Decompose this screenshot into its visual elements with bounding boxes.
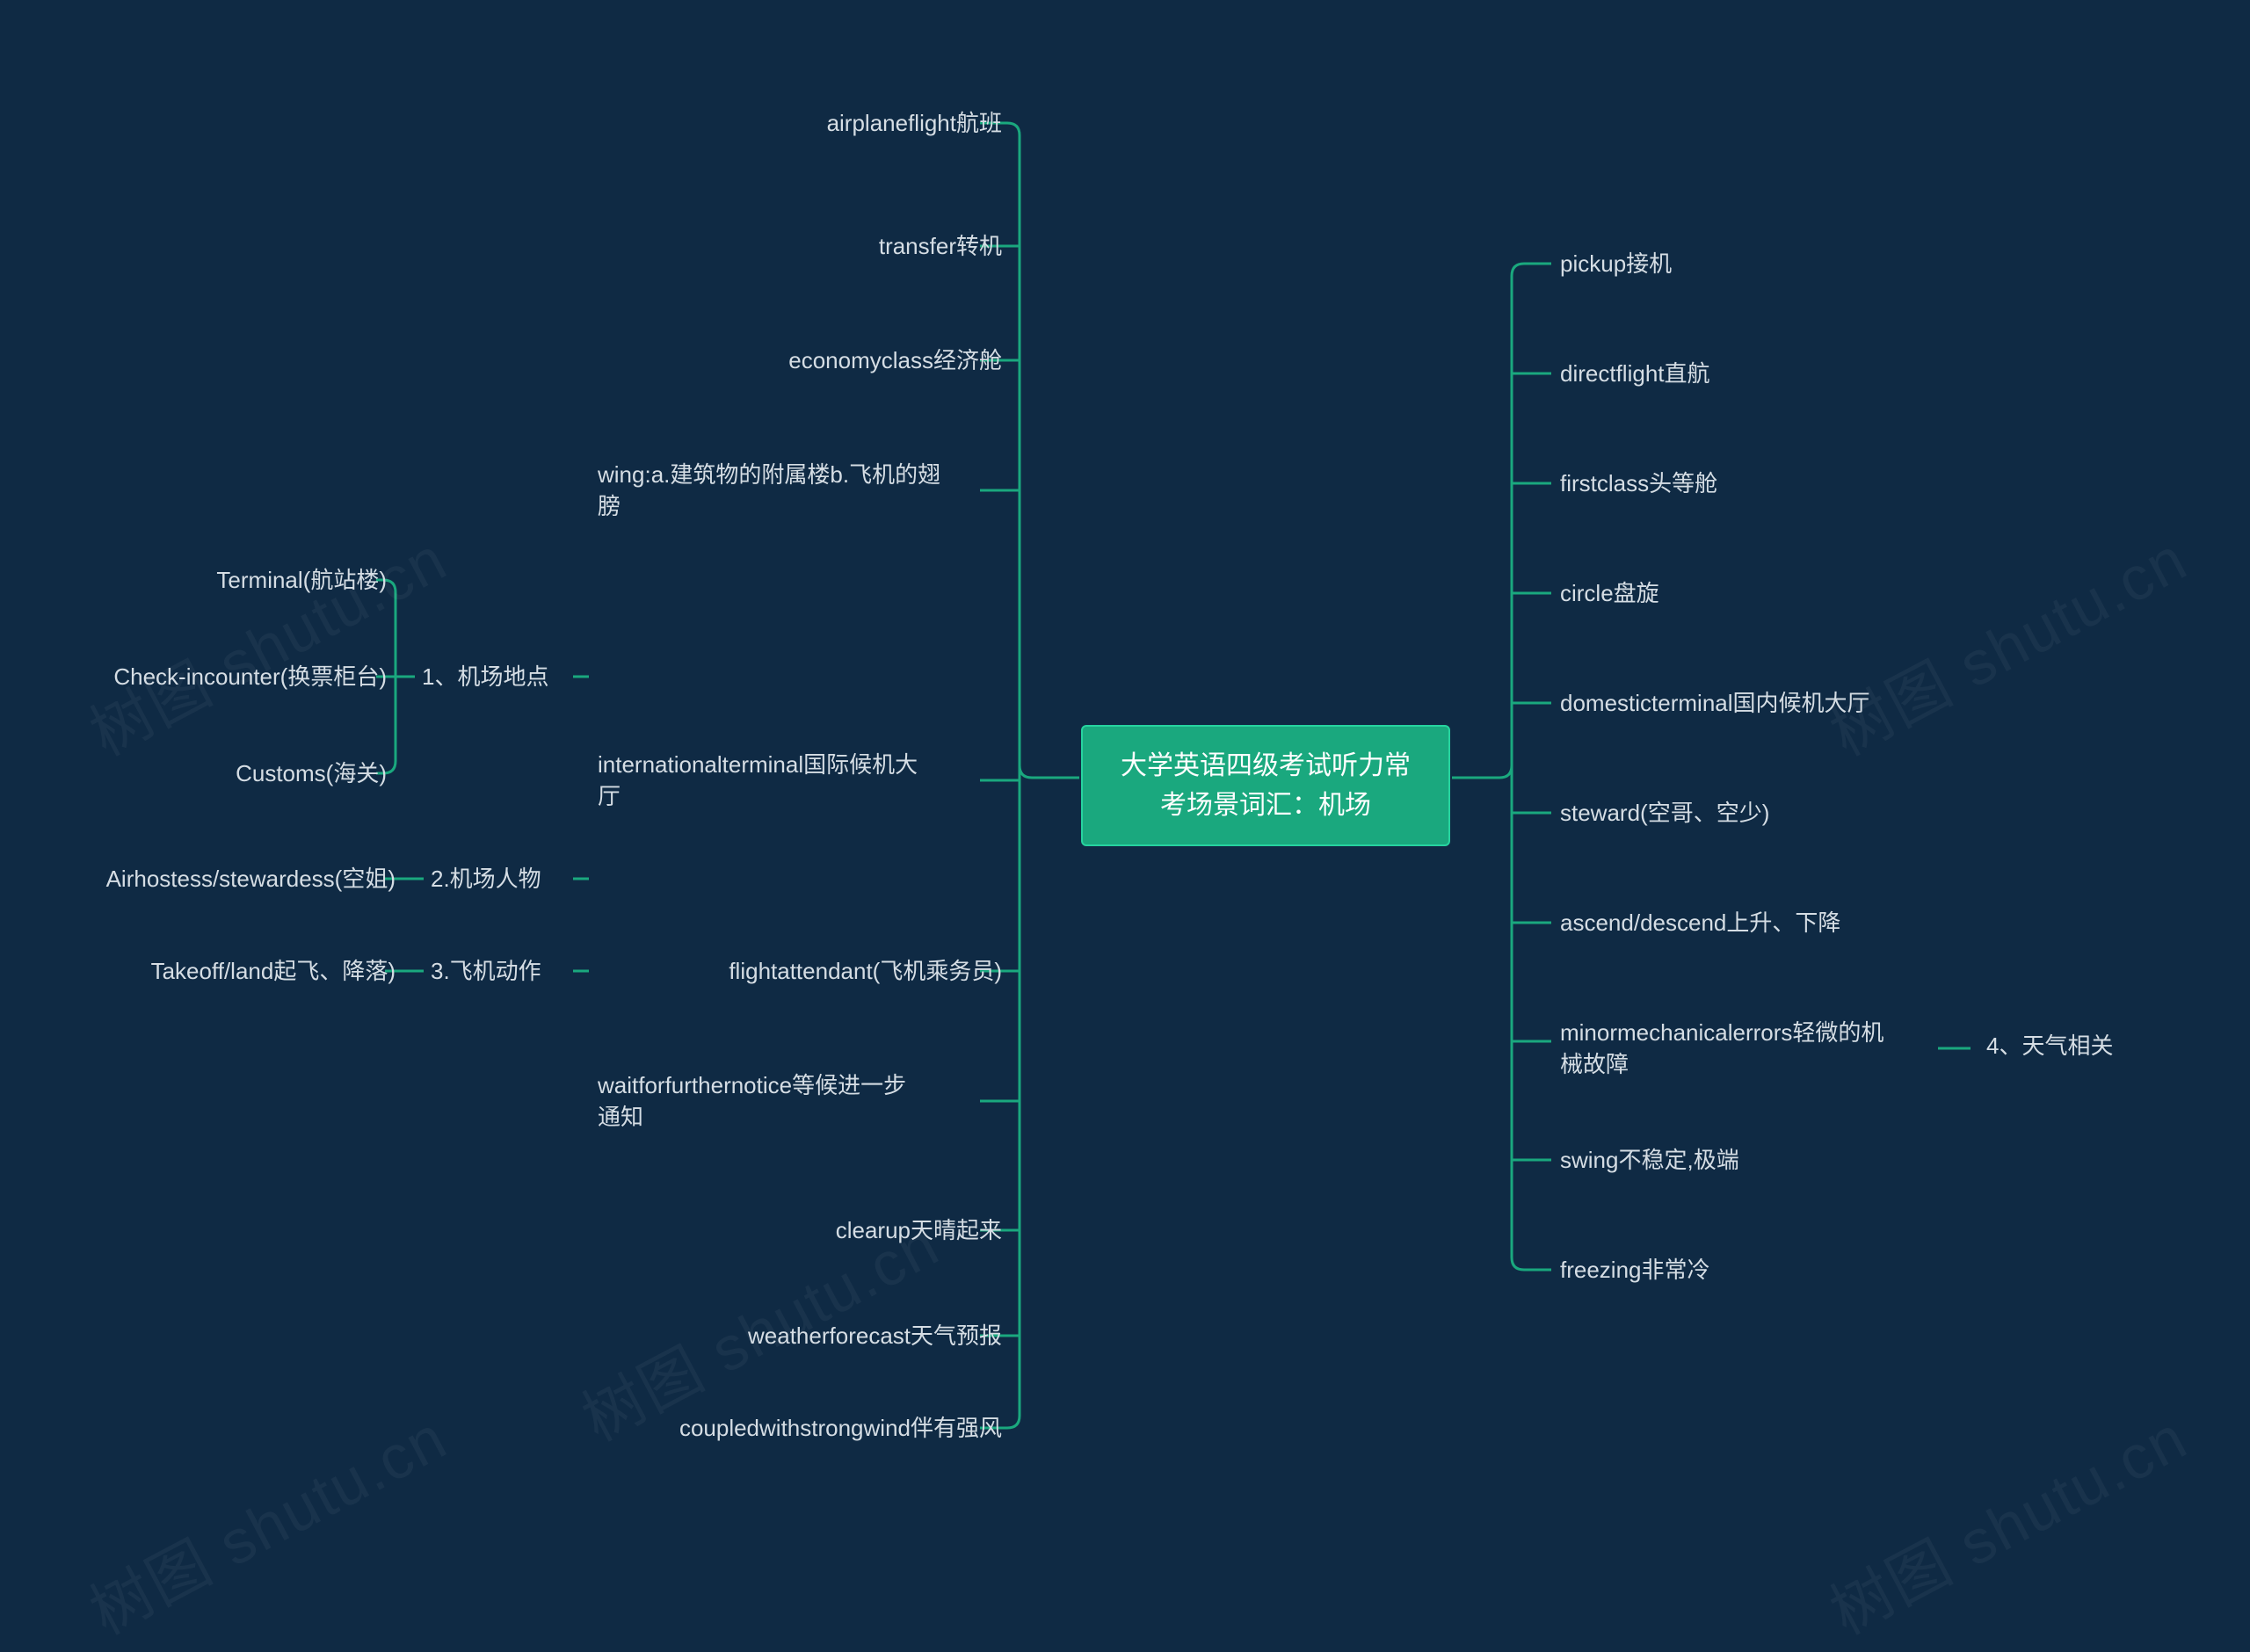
left-leafnode: Airhostess/stewardess(空姐): [53, 863, 396, 895]
right-node: ascend/descend上升、下降: [1560, 907, 1840, 938]
watermark: 树图 shutu.cn: [72, 1389, 460, 1652]
left-node: internationalterminal国际候机大厅: [598, 749, 1002, 813]
right-node: minormechanicalerrors轻微的机械故障: [1560, 1017, 1929, 1081]
left-leafnode: Takeoff/land起飞、降落): [105, 955, 396, 987]
left-subnode: 1、机场地点: [422, 661, 562, 692]
center-line2: 考场景词汇：机场: [1109, 786, 1422, 825]
left-node: airplaneflight航班: [598, 107, 1002, 139]
left-node: transfer转机: [598, 230, 1002, 262]
left-subnode: 2.机场人物: [431, 863, 562, 895]
center-topic: 大学英语四级考试听力常考场景词汇：机场: [1081, 725, 1450, 846]
watermark: 树图 shutu.cn: [1812, 511, 2200, 773]
left-subnode: 3.飞机动作: [431, 955, 562, 987]
right-node: firstclass头等舱: [1560, 467, 1717, 499]
right-node: swing不稳定,极端: [1560, 1144, 1739, 1176]
left-node: clearup天晴起来: [598, 1214, 1002, 1246]
left-node: waitforfurthernotice等候进一步通知: [598, 1069, 1002, 1134]
left-leafnode: Check-incounter(换票柜台): [79, 661, 387, 692]
left-node: flightattendant(飞机乘务员): [598, 955, 1002, 987]
left-node: coupledwithstrongwind伴有强风: [598, 1412, 1002, 1444]
right-node: domesticterminal国内候机大厅: [1560, 687, 1870, 719]
left-leafnode: Terminal(航站楼): [176, 564, 387, 596]
right-node: freezing非常冷: [1560, 1254, 1710, 1286]
left-node: weatherforecast天气预报: [598, 1320, 1002, 1351]
right-node: circle盘旋: [1560, 577, 1659, 609]
left-node: economyclass经济舱: [598, 344, 1002, 376]
right-subnode: 4、天气相关: [1986, 1030, 2113, 1061]
right-node: pickup接机: [1560, 248, 1672, 279]
left-node: wing:a.建筑物的附属楼b.飞机的翅膀: [598, 459, 1002, 523]
right-node: directflight直航: [1560, 358, 1710, 389]
watermark: 树图 shutu.cn: [72, 511, 460, 773]
watermark: 树图 shutu.cn: [1812, 1389, 2200, 1652]
mindmap-canvas: 树图 shutu.cn树图 shutu.cn树图 shutu.cn树图 shut…: [0, 0, 2250, 1526]
left-leafnode: Customs(海关): [193, 757, 387, 789]
center-line1: 大学英语四级考试听力常: [1109, 746, 1422, 786]
right-node: steward(空哥、空少): [1560, 797, 1769, 829]
